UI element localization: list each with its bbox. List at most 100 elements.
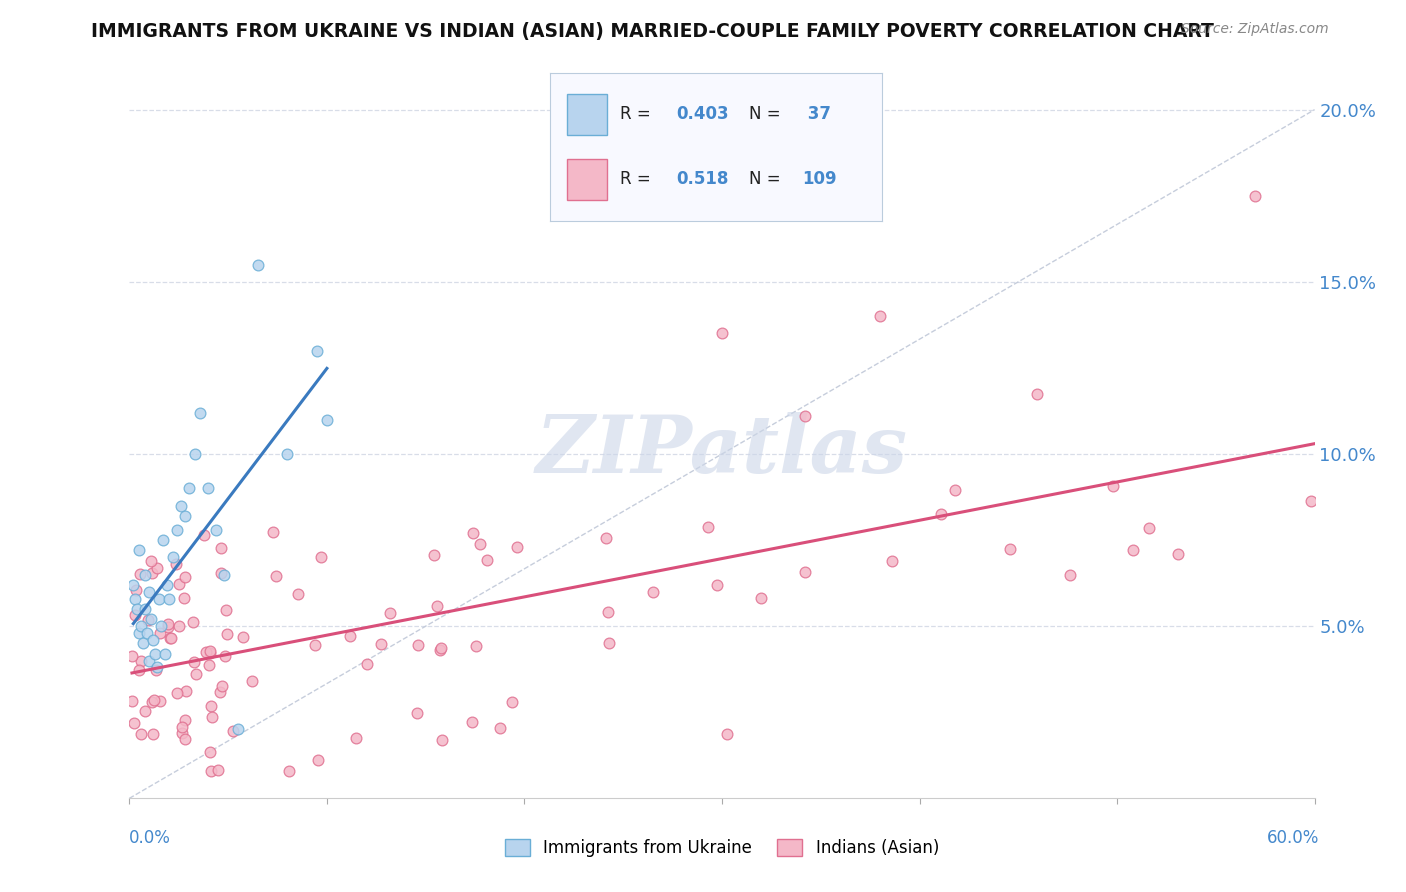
Point — [173, 732, 195, 747]
Point — [246, 258, 269, 272]
Point — [501, 695, 523, 709]
Point — [122, 578, 145, 592]
Point — [166, 523, 188, 537]
Point — [129, 654, 152, 668]
Point — [166, 558, 188, 572]
Point — [201, 710, 224, 724]
Point — [148, 591, 170, 606]
Point — [143, 693, 166, 707]
Point — [143, 647, 166, 661]
Point — [124, 591, 146, 606]
Point — [209, 566, 232, 581]
Point — [152, 533, 174, 547]
Point — [339, 629, 361, 643]
Point — [406, 639, 429, 653]
Point — [1122, 543, 1144, 558]
Point — [173, 508, 195, 523]
Point — [198, 657, 221, 672]
Point — [174, 570, 197, 584]
Point — [217, 627, 239, 641]
Point — [157, 591, 180, 606]
Point — [138, 584, 160, 599]
Point — [190, 406, 212, 420]
Point — [209, 541, 232, 555]
Point — [304, 638, 326, 652]
Point — [134, 567, 156, 582]
Point — [643, 584, 665, 599]
Point — [596, 606, 619, 620]
Point — [470, 537, 492, 551]
Point — [200, 699, 222, 714]
Point — [882, 554, 904, 568]
Point — [749, 591, 772, 606]
Point — [307, 753, 329, 767]
Point — [160, 632, 183, 646]
Point — [200, 644, 222, 658]
Point — [149, 626, 172, 640]
Point — [278, 764, 301, 778]
Point — [132, 636, 155, 650]
Point — [156, 616, 179, 631]
Point — [170, 499, 193, 513]
Point — [177, 482, 200, 496]
Point — [356, 657, 378, 672]
Point — [128, 626, 150, 640]
Point — [142, 632, 165, 647]
Point — [430, 733, 453, 747]
Point — [183, 447, 205, 461]
Point — [149, 694, 172, 708]
Point — [477, 553, 499, 567]
Point — [422, 548, 444, 562]
Point — [141, 695, 163, 709]
Point — [461, 714, 484, 729]
Point — [136, 626, 159, 640]
Point — [429, 643, 451, 657]
Point — [1244, 188, 1267, 202]
Point — [146, 561, 169, 575]
Point — [1025, 387, 1047, 401]
Point — [240, 674, 263, 689]
Point — [134, 704, 156, 718]
Point — [125, 582, 148, 597]
Point — [426, 599, 449, 613]
Text: 60.0%: 60.0% — [1267, 829, 1319, 847]
Point — [145, 664, 167, 678]
Point — [793, 409, 815, 424]
Point — [214, 649, 236, 664]
Point — [263, 525, 285, 540]
Point — [146, 660, 169, 674]
Point — [183, 655, 205, 669]
Point — [153, 647, 176, 661]
Text: 0.0%: 0.0% — [129, 829, 172, 847]
Point — [167, 576, 190, 591]
Point — [136, 613, 159, 627]
Point — [138, 654, 160, 668]
Point — [172, 720, 194, 734]
Point — [174, 684, 197, 698]
Text: Source: ZipAtlas.com: Source: ZipAtlas.com — [1181, 22, 1329, 37]
Point — [197, 482, 219, 496]
Point — [222, 723, 245, 738]
Point — [595, 531, 617, 545]
Legend: Immigrants from Ukraine, Indians (Asian): Immigrants from Ukraine, Indians (Asian) — [498, 832, 946, 864]
Point — [129, 727, 152, 741]
Point — [173, 591, 195, 605]
Point — [226, 723, 249, 737]
Text: IMMIGRANTS FROM UKRAINE VS INDIAN (ASIAN) MARRIED-COUPLE FAMILY POVERTY CORRELAT: IMMIGRANTS FROM UKRAINE VS INDIAN (ASIAN… — [91, 22, 1215, 41]
Point — [461, 526, 484, 541]
Point — [998, 542, 1021, 557]
Point — [142, 727, 165, 741]
Point — [186, 666, 208, 681]
Point — [198, 745, 221, 759]
Point — [697, 520, 720, 534]
Point — [793, 566, 815, 580]
Point — [149, 619, 172, 633]
Point — [378, 606, 401, 620]
Point — [706, 577, 728, 591]
Point — [214, 603, 236, 617]
Point — [167, 619, 190, 633]
Point — [1137, 521, 1160, 535]
Point — [193, 527, 215, 541]
Point — [309, 550, 332, 565]
Point — [232, 631, 254, 645]
